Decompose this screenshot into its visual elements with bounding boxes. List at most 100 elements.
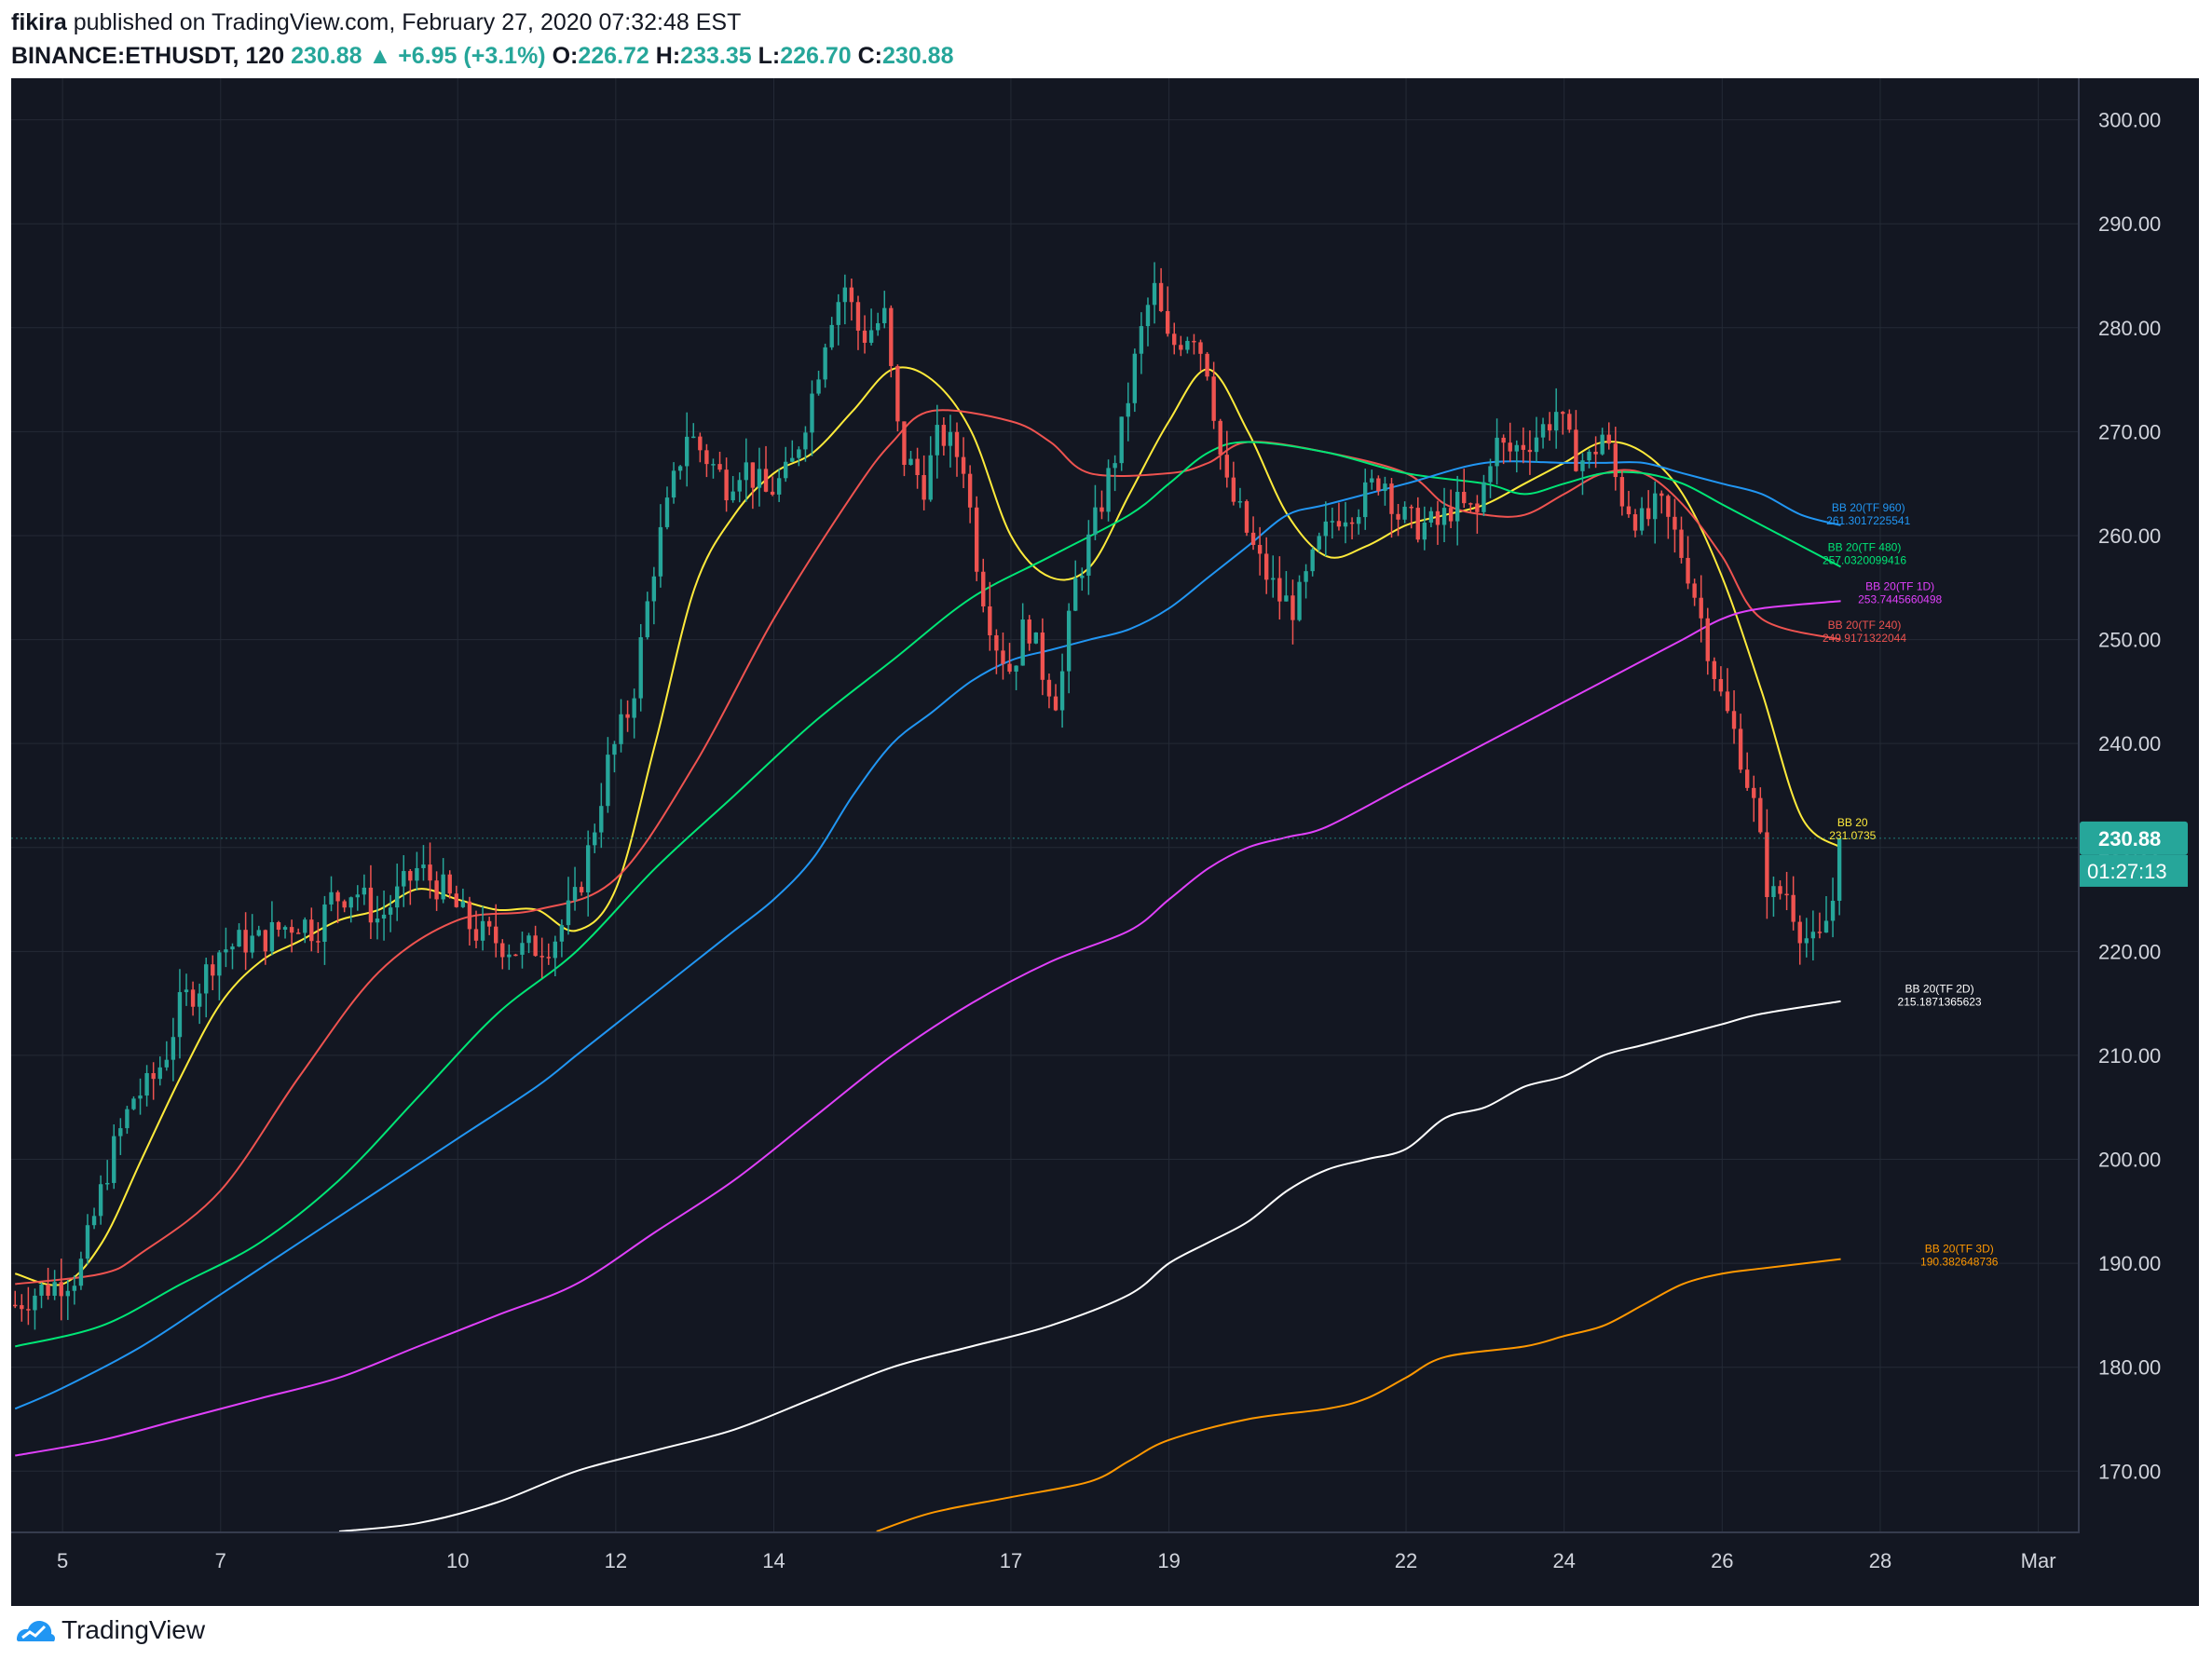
candle-down <box>494 904 498 958</box>
price-tick-label: 200.00 <box>2098 1149 2161 1172</box>
tradingview-brand[interactable]: TradingView <box>61 1615 206 1644</box>
candle-up <box>606 737 610 813</box>
candle-up <box>250 914 254 959</box>
price-chart[interactable]: BB 20 231.0735 BB 20(TF 240) 249.9171322044… <box>11 78 2199 1606</box>
candle-up <box>520 932 525 969</box>
price-tick-label: 180.00 <box>2098 1356 2161 1380</box>
candle-down <box>1738 714 1743 773</box>
candle-down <box>902 421 907 477</box>
candle-up <box>1014 665 1018 690</box>
high-value: 233.35 <box>680 43 752 69</box>
candle-up <box>1810 910 1816 961</box>
series-line-bb-20-tf-480-[interactable] <box>15 441 1842 1348</box>
candle-down <box>1435 500 1441 545</box>
candle-up <box>1540 417 1546 449</box>
candle-up <box>441 858 445 904</box>
candle-down <box>724 457 729 512</box>
candle-down <box>546 943 551 965</box>
time-axis[interactable]: 5 7 10 12 14 17 19 22 24 26 28 Mar <box>11 1533 2080 1606</box>
candle-up <box>256 925 261 937</box>
candle-down <box>1475 495 1480 534</box>
candle-up <box>685 412 690 487</box>
chart-container[interactable]: BB 20 231.0735 BB 20(TF 240) 249.9171322044… <box>11 78 2199 1606</box>
candle-down <box>763 445 769 493</box>
candle-down <box>1791 876 1796 931</box>
candle-up <box>269 901 275 956</box>
candle-down <box>447 870 452 899</box>
candle-up <box>65 1279 70 1320</box>
candle-up <box>1771 876 1776 918</box>
candle-up <box>329 876 334 912</box>
symbol-line: BINANCE:ETHUSDT, 120 230.88 ▲ +6.95 (+3.… <box>11 41 953 71</box>
candle-up <box>78 1251 84 1290</box>
price-tick-label: 170.00 <box>2098 1460 2161 1483</box>
candle-down <box>1686 536 1690 590</box>
candle-up <box>507 944 512 971</box>
price-tick-label: 190.00 <box>2098 1252 2161 1275</box>
candle-down <box>1666 494 1671 539</box>
candle-down <box>1027 615 1031 651</box>
candle-up <box>1086 520 1091 595</box>
candle-up <box>355 885 360 911</box>
candle-up <box>790 440 795 463</box>
candle-up <box>1132 348 1138 413</box>
series-label-bb-20-tf-480-: BB 20(TF 480) 257.0320099416 <box>1823 540 1906 566</box>
candle-up <box>882 291 887 329</box>
candle-down <box>46 1268 50 1300</box>
candle-down <box>1336 502 1342 531</box>
indicator-labels: BB 20 231.0735 BB 20(TF 240) 249.9171322044… <box>1823 501 1999 1269</box>
series-line-bb-20-tf-1d-[interactable] <box>15 600 1841 1457</box>
candle-up <box>1073 560 1078 612</box>
candle-up <box>816 370 821 396</box>
candle-down <box>1099 490 1104 520</box>
author-name[interactable]: fikira <box>11 9 67 35</box>
candle-down <box>59 1259 63 1321</box>
candle-down <box>1718 666 1724 697</box>
candle-up <box>1066 603 1072 694</box>
candle-up <box>612 741 617 773</box>
candle-down <box>1673 498 1677 553</box>
series-line-bb-20-tf-3d-[interactable] <box>876 1258 1841 1531</box>
candle-up <box>776 469 782 502</box>
candle-up <box>658 504 663 588</box>
up-arrow-icon: ▲ <box>368 43 392 69</box>
candle-up <box>1383 476 1387 506</box>
candle-down <box>1462 469 1467 509</box>
candle-up <box>388 894 393 932</box>
candle-up <box>460 888 466 908</box>
time-tick-label: 19 <box>1157 1549 1180 1572</box>
candle-up <box>784 446 788 483</box>
series-line-bb-20-tf-2d-[interactable] <box>338 1000 1841 1531</box>
candle-down <box>533 925 538 957</box>
candle-up <box>1534 416 1539 463</box>
symbol-name[interactable]: BINANCE:ETHUSDT, 120 <box>11 43 285 69</box>
candle-up <box>1363 469 1368 530</box>
candle-down <box>1172 322 1177 355</box>
time-tick-label: 24 <box>1552 1549 1575 1572</box>
candle-down <box>1626 490 1632 518</box>
candle-up <box>177 969 183 1059</box>
candle-down <box>1376 475 1381 496</box>
candle-up <box>85 1214 90 1265</box>
open-value: 226.72 <box>578 43 649 69</box>
candle-up <box>230 943 235 970</box>
close-value: 230.88 <box>882 43 954 69</box>
candle-up <box>105 1160 110 1191</box>
price-tick-label: 300.00 <box>2098 109 2161 132</box>
candle-down <box>1679 516 1684 564</box>
candle-up <box>731 476 735 503</box>
candle-down <box>1784 871 1789 911</box>
candle-down <box>1574 410 1578 472</box>
candle-down <box>454 885 459 908</box>
candle-up <box>559 918 565 958</box>
series-line-bb-20[interactable] <box>14 366 1842 1286</box>
candle-up <box>671 462 676 504</box>
candle-up <box>1600 428 1604 456</box>
candle-down <box>1165 286 1170 337</box>
candle-down <box>408 869 413 905</box>
series-label-bb-20: BB 20 231.0735 <box>1829 816 1876 842</box>
candle-down <box>981 558 986 613</box>
publish-line: fikira published on TradingView.com, Feb… <box>11 7 741 37</box>
candle-up <box>1428 507 1434 527</box>
candle-up <box>224 927 228 968</box>
